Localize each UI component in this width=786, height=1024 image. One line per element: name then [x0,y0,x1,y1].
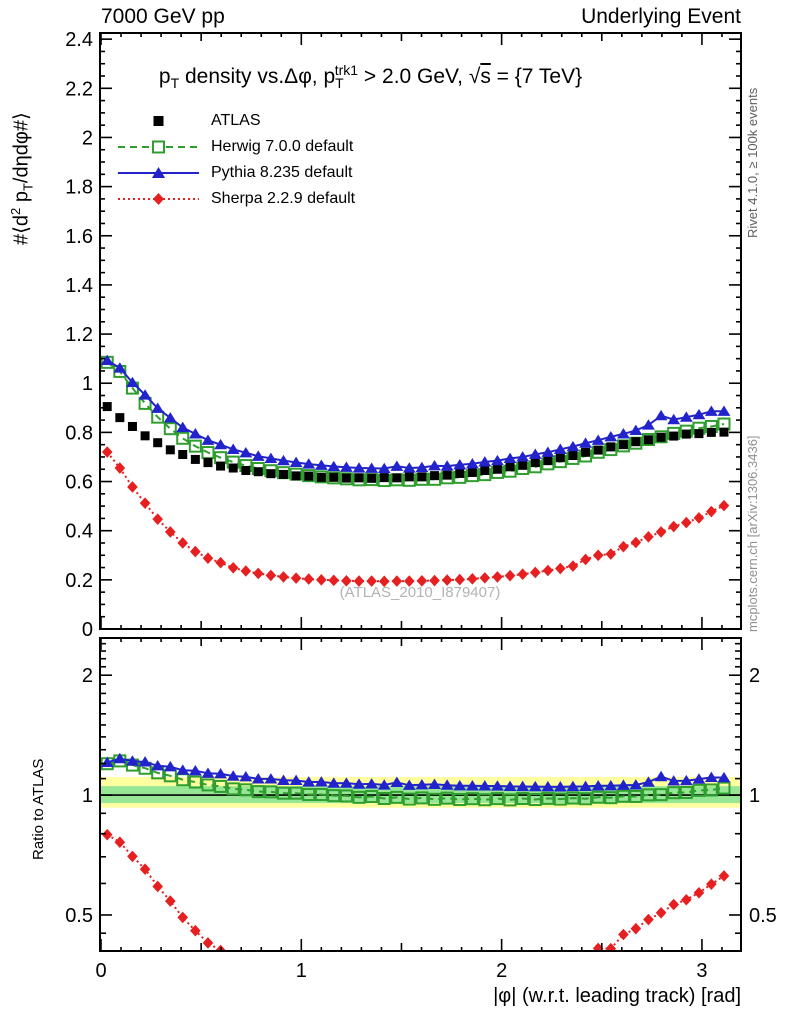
watermark-analysis-id: (ATLAS_2010_I879407) [339,584,501,601]
svg-text:0.5: 0.5 [749,905,777,927]
svg-text:2: 2 [496,960,507,982]
svg-text:0: 0 [95,960,106,982]
rivet-version-note: Rivet 4.1.0, ≥ 100k events [745,87,760,238]
legend: ATLAS Herwig 7.0.0 default Pythia 8.235 … [116,108,355,212]
ratio-y-axis-title: Ratio to ATLAS [30,758,47,860]
svg-text:0.4: 0.4 [65,521,93,543]
svg-text:2.4: 2.4 [65,29,93,51]
plot-title: pT density vs.Δφ, pTtrk1 > 2.0 GeV, √s =… [158,62,583,92]
legend-item-atlas: ATLAS [116,108,355,134]
legend-item-pythia: Pythia 8.235 default [116,160,355,186]
pythia-marker-icon [118,167,199,178]
svg-text:1: 1 [82,373,93,395]
svg-text:0.5: 0.5 [65,905,93,927]
legend-label: ATLAS [211,112,261,129]
herwig-marker-icon [118,140,199,154]
svg-text:1.4: 1.4 [65,275,93,297]
atlas-marker-icon [153,116,164,126]
legend-label: Pythia 8.235 default [211,164,353,181]
plot-title-p: p [158,65,171,88]
svg-text:2: 2 [749,665,760,687]
sherpa-marker-icon [118,193,199,205]
svg-text:0.2: 0.2 [65,570,93,592]
header-beam-energy: 7000 GeV pp [101,5,225,28]
svg-text:3: 3 [696,960,707,982]
legend-item-herwig: Herwig 7.0.0 default [116,134,355,160]
x-axis-title: |φ| (w.r.t. leading track) [rad] [493,985,741,1007]
legend-item-sherpa: Sherpa 2.2.9 default [116,186,355,212]
svg-text:0.8: 0.8 [65,422,93,444]
svg-text:1: 1 [749,785,760,807]
legend-label: Sherpa 2.2.9 default [211,190,356,207]
svg-text:1.2: 1.2 [65,324,93,346]
legend-label: Herwig 7.0.0 default [211,138,354,155]
svg-text:2: 2 [82,665,93,687]
svg-text:1: 1 [82,785,93,807]
svg-text:2.2: 2.2 [65,78,93,100]
svg-text:1: 1 [296,960,307,982]
svg-text:1.6: 1.6 [65,226,93,248]
header-analysis-group: Underlying Event [581,5,741,28]
main-y-axis-title: #⟨d2 pT/dηdφ#⟩ [8,112,36,245]
svg-text:0: 0 [82,619,93,641]
mcplots-attribution-note: mcplots.cern.ch [arXiv:1306.3436] [745,435,760,632]
svg-text:2: 2 [82,127,93,149]
svg-text:0.6: 0.6 [65,472,93,494]
svg-text:1.8: 1.8 [65,177,93,199]
